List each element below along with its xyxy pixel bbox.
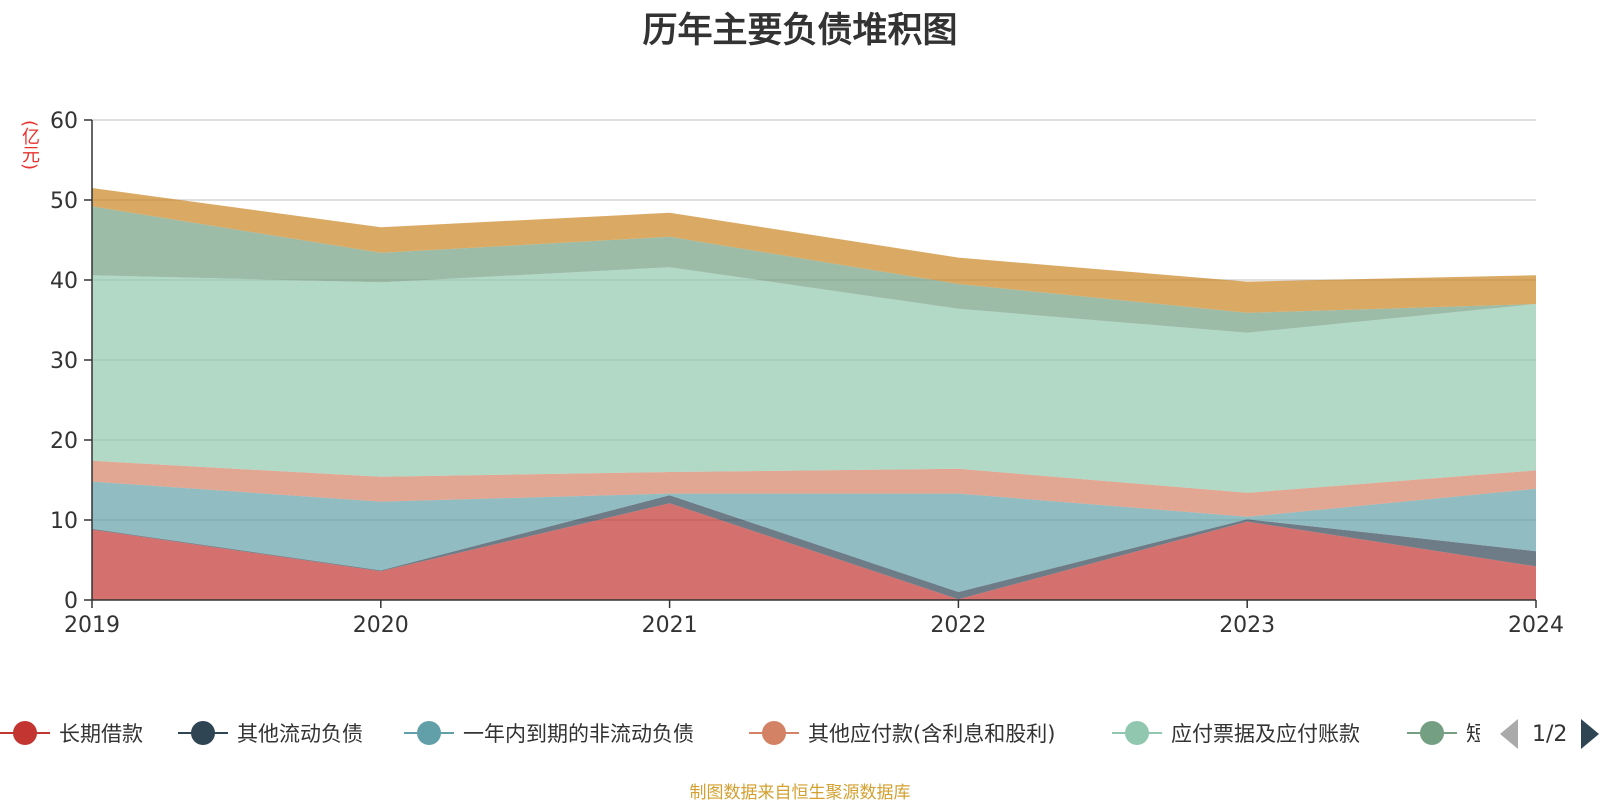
x-tick-label: 2023 [1219,613,1275,638]
source-note: 制图数据来自恒生聚源数据库 [689,783,911,803]
legend-prev-page-icon[interactable] [1500,719,1518,749]
x-tick-label: 2019 [64,613,120,638]
area-series-3 [92,460,1536,517]
legend-marker-icon [1112,720,1162,746]
legend-pager: 1/2 [1500,716,1600,752]
y-tick-label: 30 [50,349,78,374]
y-tick-label: 10 [50,509,78,534]
y-tick-label: 60 [50,109,78,134]
area-series [92,188,1536,600]
area-series-6 [92,188,1536,313]
legend-item[interactable]: 应付票据及应付账款 [1112,715,1360,751]
y-axis-unit-label: (亿元) [19,120,40,171]
legend-marker-icon [404,720,454,746]
tick-labels: 0 10 20 30 40 50 60 2019 2020 2021 2022 2023 2024 [50,109,1564,638]
legend-label: 长期借款 [59,722,143,746]
legend-item[interactable]: 其他应付款(含利息和股利) [749,715,1055,751]
x-tick-label: 2024 [1508,613,1564,638]
area-series-1 [92,495,1536,600]
legend-item[interactable]: 长期借款 [0,715,143,751]
y-tick-label: 20 [50,429,78,454]
legend-page-indicator: 1/2 [1532,721,1568,747]
legend-label: 其他流动负债 [237,722,363,746]
legend-marker-icon [0,720,50,746]
legend-label: 短期借款 [1466,722,1480,746]
area-series-5 [92,206,1536,333]
legend-marker-icon [1407,720,1457,746]
y-tick-label: 0 [64,589,78,614]
y-tick-label: 40 [50,269,78,294]
legend-label: 其他应付款(含利息和股利) [808,722,1056,746]
axes [84,119,1537,608]
legend-label: 一年内到期的非流动负债 [463,722,694,746]
chart-title: 历年主要负债堆积图 [642,11,958,51]
legend-label: 应付票据及应付账款 [1171,722,1360,746]
legend-marker-icon [178,720,228,746]
x-tick-label: 2021 [642,613,698,638]
x-tick-label: 2022 [930,613,986,638]
legend-item[interactable]: 其他流动负债 [178,715,363,751]
legend-item[interactable]: 短期借款 [1407,715,1480,751]
area-series-2 [92,481,1536,592]
legend: 长期借款 其他流动负债 一年内到期的非流动负债 其他应付款(含利息和股利) 应付票据及应… [0,715,1480,751]
x-tick-label: 2020 [353,613,409,638]
legend-next-page-icon[interactable] [1581,719,1600,749]
area-series-0 [92,503,1536,600]
legend-item[interactable]: 一年内到期的非流动负债 [404,715,694,751]
area-series-4 [92,267,1536,493]
legend-marker-icon [749,720,799,746]
y-tick-label: 50 [50,189,78,214]
